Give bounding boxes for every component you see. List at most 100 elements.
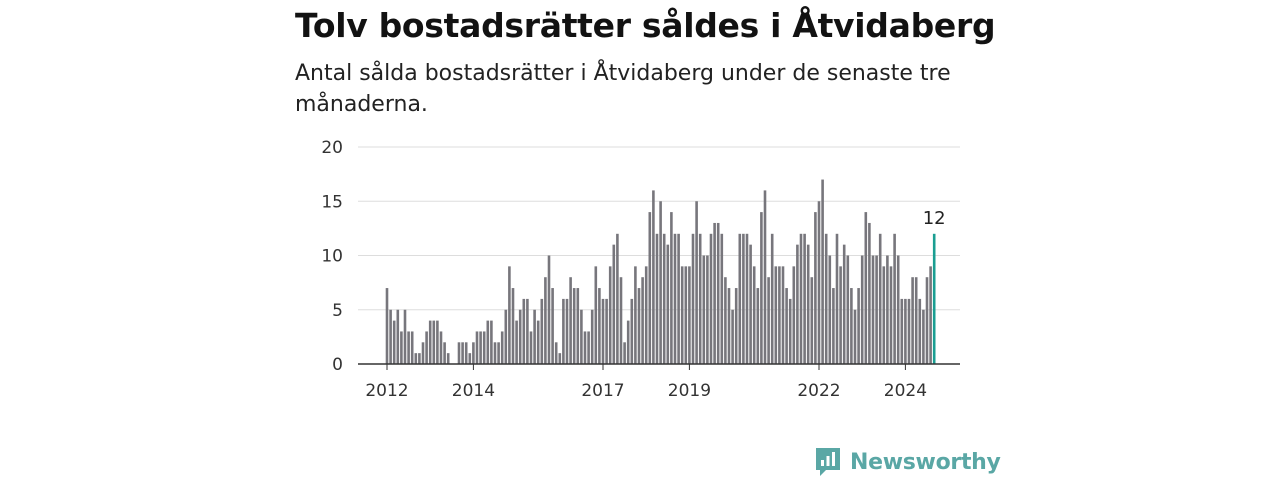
bar bbox=[486, 320, 490, 364]
bar bbox=[493, 342, 497, 364]
bar bbox=[864, 212, 868, 364]
axes bbox=[358, 363, 960, 370]
bar bbox=[634, 266, 637, 364]
bar bbox=[396, 309, 400, 364]
bar bbox=[601, 298, 605, 364]
bar bbox=[508, 266, 511, 364]
bar bbox=[691, 233, 695, 364]
page-subtitle: Antal sålda bostadsrätter i Åtvidaberg u… bbox=[295, 61, 951, 117]
y-tick-label: 10 bbox=[321, 247, 343, 267]
bar bbox=[439, 331, 443, 364]
bar bbox=[572, 288, 576, 364]
bar bbox=[803, 233, 806, 364]
bar bbox=[785, 288, 788, 364]
bar bbox=[547, 255, 551, 364]
bar bbox=[680, 266, 684, 364]
bar bbox=[644, 266, 648, 364]
bar bbox=[778, 266, 781, 364]
bar bbox=[904, 298, 907, 364]
bar bbox=[648, 212, 652, 364]
bar bbox=[788, 298, 792, 364]
bar bbox=[925, 277, 929, 364]
bar bbox=[403, 309, 407, 364]
bar bbox=[392, 320, 396, 364]
bar bbox=[760, 212, 763, 364]
bar bbox=[893, 233, 896, 364]
newsworthy-logo-icon bbox=[816, 448, 840, 476]
newsworthy-logo[interactable]: Newsworthy bbox=[814, 446, 1001, 478]
bar bbox=[475, 331, 479, 364]
bar bbox=[860, 255, 864, 364]
bar bbox=[421, 342, 425, 364]
bar bbox=[522, 298, 526, 364]
bar bbox=[482, 331, 486, 364]
bar bbox=[752, 266, 756, 364]
bar bbox=[781, 266, 785, 364]
bar bbox=[684, 266, 688, 364]
bar bbox=[929, 266, 932, 364]
bar bbox=[698, 233, 702, 364]
bar bbox=[414, 353, 418, 364]
bar bbox=[425, 331, 428, 364]
bar bbox=[850, 288, 853, 364]
bar bbox=[554, 342, 558, 364]
bar bbox=[702, 255, 706, 364]
bar bbox=[479, 331, 482, 364]
bar bbox=[515, 320, 518, 364]
bar bbox=[533, 309, 536, 364]
bar bbox=[630, 298, 634, 364]
bar bbox=[562, 298, 565, 364]
bar bbox=[544, 277, 547, 364]
bar bbox=[889, 266, 893, 364]
x-tick-label: 2024 bbox=[884, 381, 927, 401]
bar bbox=[900, 298, 904, 364]
bar bbox=[443, 342, 446, 364]
bar bbox=[666, 244, 670, 364]
bar bbox=[587, 331, 590, 364]
bar bbox=[385, 288, 389, 364]
bar bbox=[767, 277, 770, 364]
y-tick-label: 0 bbox=[332, 355, 343, 375]
x-tick-label: 2014 bbox=[452, 381, 495, 401]
bar bbox=[842, 244, 846, 364]
bar bbox=[828, 255, 832, 364]
bar-chart: 0 5 10 15 20 2012 2014 2017 2019 2022 2024 12 bbox=[321, 138, 960, 401]
bar bbox=[835, 233, 839, 364]
bar bbox=[464, 342, 468, 364]
bar bbox=[799, 233, 803, 364]
bar bbox=[911, 277, 914, 364]
labels: 0 5 10 15 20 2012 2014 2017 2019 2022 2024 12 bbox=[321, 138, 945, 401]
bar bbox=[576, 288, 580, 364]
bar bbox=[706, 255, 709, 364]
bar bbox=[655, 233, 659, 364]
bar bbox=[922, 309, 925, 364]
bar bbox=[868, 222, 871, 364]
bar bbox=[659, 201, 662, 364]
bar bbox=[569, 277, 572, 364]
bar bbox=[745, 233, 749, 364]
bar bbox=[583, 331, 587, 364]
bar bbox=[612, 244, 616, 364]
page-title: Tolv bostadsrätter såldes i Åtvidaberg bbox=[295, 6, 996, 45]
bar bbox=[770, 233, 774, 364]
bar bbox=[709, 233, 713, 364]
bar bbox=[716, 222, 720, 364]
bar bbox=[677, 233, 680, 364]
bar bbox=[580, 309, 583, 364]
bar bbox=[641, 277, 644, 364]
bar bbox=[626, 320, 630, 364]
highlight-value-label: 12 bbox=[923, 208, 946, 229]
bar bbox=[853, 309, 857, 364]
bar bbox=[457, 342, 461, 364]
bar bbox=[619, 277, 623, 364]
bar bbox=[565, 298, 569, 364]
x-tick-label: 2017 bbox=[581, 381, 624, 401]
bar bbox=[652, 190, 655, 364]
bar bbox=[436, 320, 439, 364]
bar bbox=[792, 266, 796, 364]
y-tick-label: 5 bbox=[332, 301, 343, 321]
bar bbox=[871, 255, 875, 364]
bar bbox=[504, 309, 508, 364]
bar bbox=[738, 233, 742, 364]
bar bbox=[810, 277, 814, 364]
